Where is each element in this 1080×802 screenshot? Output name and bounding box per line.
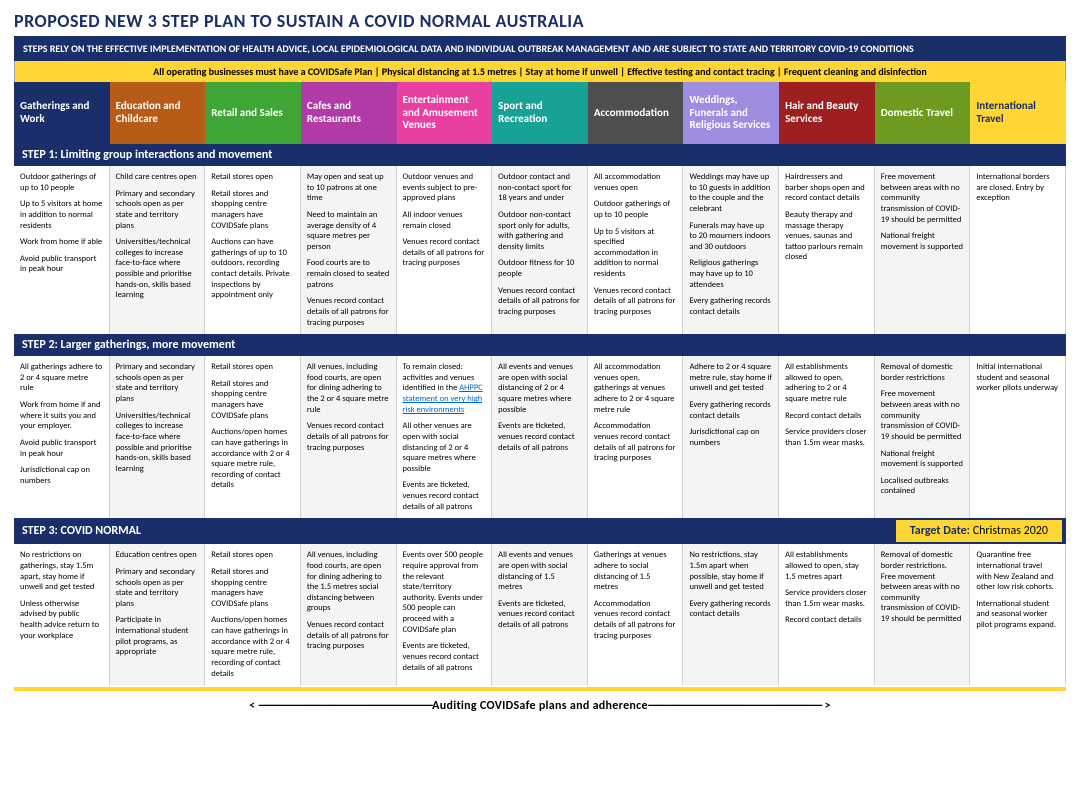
- plan-cell: Weddings may have up to 10 guests in add…: [683, 166, 779, 334]
- step-title: STEP 1: Limiting group interactions and …: [14, 144, 1066, 166]
- step-title: STEP 2: Larger gatherings, more movement: [14, 334, 1066, 356]
- plan-cell: Adhere to 2 or 4 square metre rule, stay…: [683, 356, 779, 518]
- column-header: Cafes and Restaurants: [301, 82, 397, 144]
- plan-cell: Education centres openPrimary and second…: [110, 544, 206, 685]
- plan-cell: All events and venues are open with soci…: [492, 544, 588, 685]
- column-header: Domestic Travel: [875, 82, 971, 144]
- plan-cell: To remain closed: activities and venues …: [397, 356, 493, 518]
- step-title-row: STEP 3: COVID NORMALTarget Date: Christm…: [14, 518, 1066, 544]
- plan-cell: All events and venues are open with soci…: [492, 356, 588, 518]
- plan-cell: Hairdressers and barber shops open and r…: [779, 166, 875, 334]
- plan-cell: Retail stores openRetail stores and shop…: [205, 356, 301, 518]
- plan-cell: All establishments allowed to open, stay…: [779, 544, 875, 685]
- plan-cell: No restrictions, stay 1.5m apart when po…: [683, 544, 779, 685]
- rules-bar: All operating businesses must have a COV…: [14, 61, 1066, 82]
- plan-cell: International borders are closed. Entry …: [970, 166, 1066, 334]
- page-title: PROPOSED NEW 3 STEP PLAN TO SUSTAIN A CO…: [14, 10, 1066, 36]
- column-header: Retail and Sales: [205, 82, 301, 144]
- plan-cell: No restrictions on gatherings, stay 1.5m…: [14, 544, 110, 685]
- plan-cell: Outdoor gatherings of up to 10 peopleUp …: [14, 166, 110, 334]
- plan-cell: All venues, including food courts, are o…: [301, 356, 397, 518]
- plan-cell: Initial international student and season…: [970, 356, 1066, 518]
- plan-cell: Retail stores openRetail stores and shop…: [205, 166, 301, 334]
- column-header: Gatherings and Work: [14, 82, 110, 144]
- audit-footer: ----------------------------------------…: [14, 691, 1066, 715]
- plan-cell: Outdoor venues and events subject to pre…: [397, 166, 493, 334]
- plan-cell: Child care centres openPrimary and secon…: [110, 166, 206, 334]
- plan-cell: All venues, including food courts, are o…: [301, 544, 397, 685]
- plan-cell: Events over 500 people require approval …: [397, 544, 493, 685]
- plan-cell: Removal of domestic border restrictions.…: [875, 544, 971, 685]
- plan-cell: Removal of domestic border restrictionsF…: [875, 356, 971, 518]
- plan-cell: Primary and secondary schools open as pe…: [110, 356, 206, 518]
- column-header: Sport and Recreation: [492, 82, 588, 144]
- step-title: STEP 3: COVID NORMAL: [14, 520, 892, 542]
- column-header: Weddings, Funerals and Religious Service…: [683, 82, 779, 144]
- column-header: International Travel: [970, 82, 1066, 144]
- plan-cell: All accommodation venues open, gathering…: [588, 356, 684, 518]
- column-header: Accommodation: [588, 82, 684, 144]
- column-header: Education and Childcare: [110, 82, 206, 144]
- plan-cell: All gatherings adhere to 2 or 4 square m…: [14, 356, 110, 518]
- subtitle-bar: STEPS RELY ON THE EFFECTIVE IMPLEMENTATI…: [14, 36, 1066, 61]
- plan-cell: May open and seat up to 10 patrons at on…: [301, 166, 397, 334]
- column-header: Hair and Beauty Services: [779, 82, 875, 144]
- plan-cell: Free movement between areas with no comm…: [875, 166, 971, 334]
- plan-grid: Gatherings and WorkEducation and Childca…: [14, 82, 1066, 691]
- column-header: Entertainment and Amusement Venues: [397, 82, 493, 144]
- plan-cell: Retail stores openRetail stores and shop…: [205, 544, 301, 685]
- plan-cell: Outdoor contact and non-contact sport fo…: [492, 166, 588, 334]
- bottom-rule: [14, 687, 1066, 691]
- plan-cell: All accommodation venues openOutdoor gat…: [588, 166, 684, 334]
- plan-cell: Gatherings at venues adhere to social di…: [588, 544, 684, 685]
- target-date-badge: Target Date: Christmas 2020: [896, 520, 1062, 542]
- plan-cell: Quarantine free international travel wit…: [970, 544, 1066, 685]
- plan-cell: All establishments allowed to open, adhe…: [779, 356, 875, 518]
